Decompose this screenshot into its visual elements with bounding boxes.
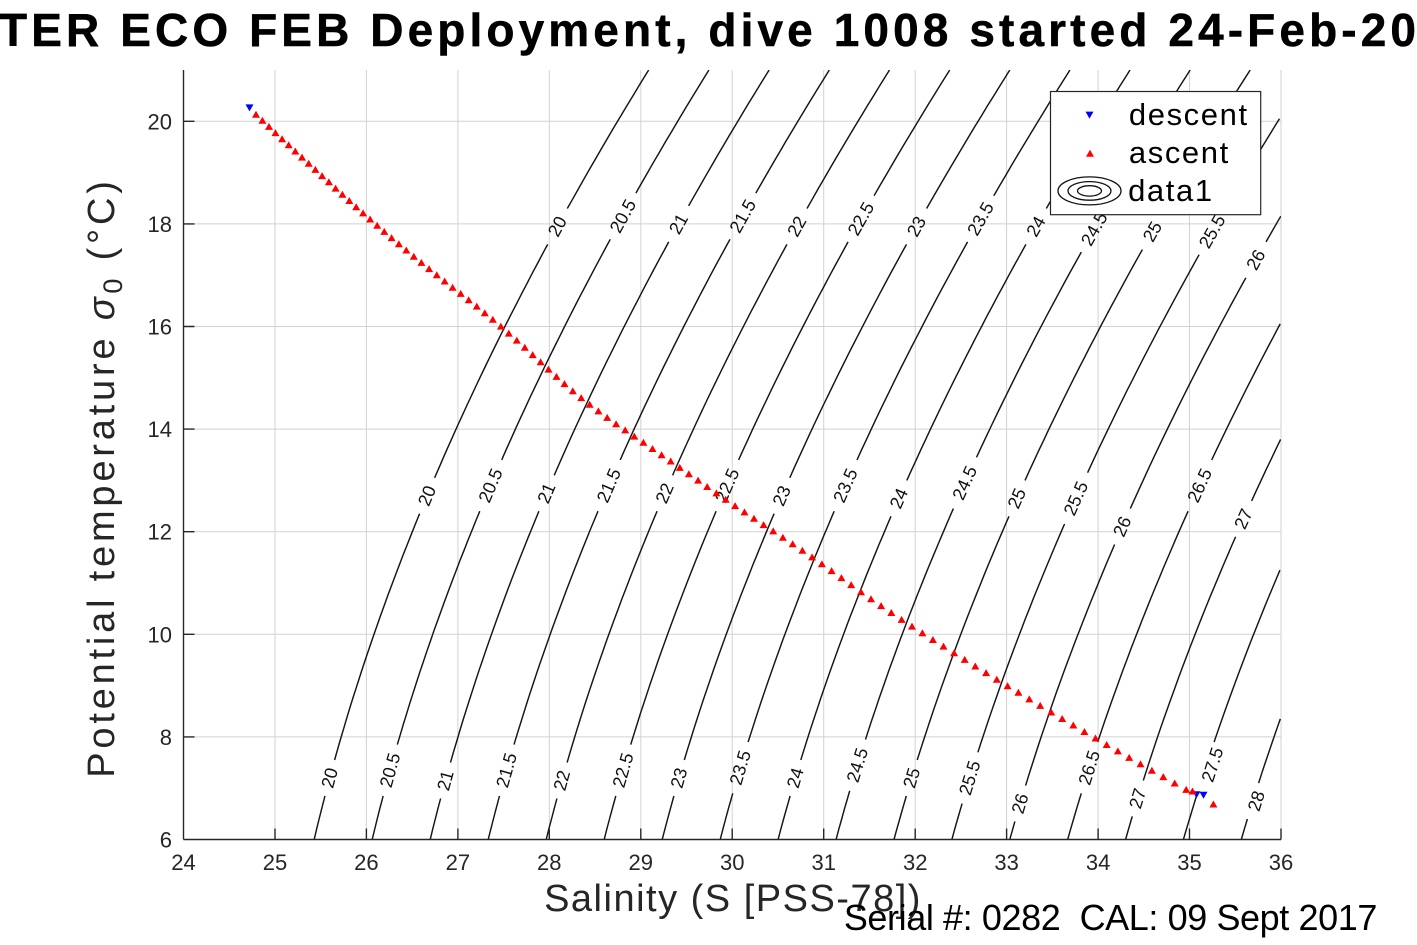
svg-text:TER ECO FEB Deployment, dive 1: TER ECO FEB Deployment, dive 1008 starte… — [0, 4, 1416, 56]
svg-text:descent: descent — [1129, 97, 1249, 132]
svg-text:16: 16 — [148, 315, 172, 340]
svg-text:12: 12 — [148, 520, 172, 545]
svg-text:24: 24 — [171, 850, 195, 875]
svg-text:Serial #: 0282 CAL: 09 Sept 2: Serial #: 0282 CAL: 09 Sept 2017 — [844, 897, 1377, 938]
svg-text:27: 27 — [446, 850, 470, 875]
svg-text:ascent: ascent — [1129, 135, 1230, 170]
svg-text:6: 6 — [160, 828, 172, 853]
svg-text:33: 33 — [994, 850, 1018, 875]
svg-text:14: 14 — [148, 417, 172, 442]
svg-text:10: 10 — [148, 622, 172, 647]
svg-text:32: 32 — [903, 850, 927, 875]
svg-text:30: 30 — [720, 850, 744, 875]
svg-text:18: 18 — [148, 212, 172, 237]
svg-text:29: 29 — [629, 850, 653, 875]
svg-text:34: 34 — [1086, 850, 1110, 875]
svg-text:8: 8 — [160, 725, 172, 750]
svg-text:Potential temperature σ0 (°C): Potential temperature σ0 (°C) — [81, 177, 128, 778]
svg-text:25: 25 — [263, 850, 287, 875]
svg-text:data1: data1 — [1128, 173, 1214, 208]
svg-text:31: 31 — [811, 850, 835, 875]
svg-text:26: 26 — [354, 850, 378, 875]
svg-text:20: 20 — [148, 109, 172, 134]
svg-text:36: 36 — [1269, 850, 1293, 875]
svg-text:Salinity (S [PSS-78]): Salinity (S [PSS-78]) — [544, 878, 922, 920]
svg-text:28: 28 — [537, 850, 561, 875]
svg-text:35: 35 — [1177, 850, 1201, 875]
